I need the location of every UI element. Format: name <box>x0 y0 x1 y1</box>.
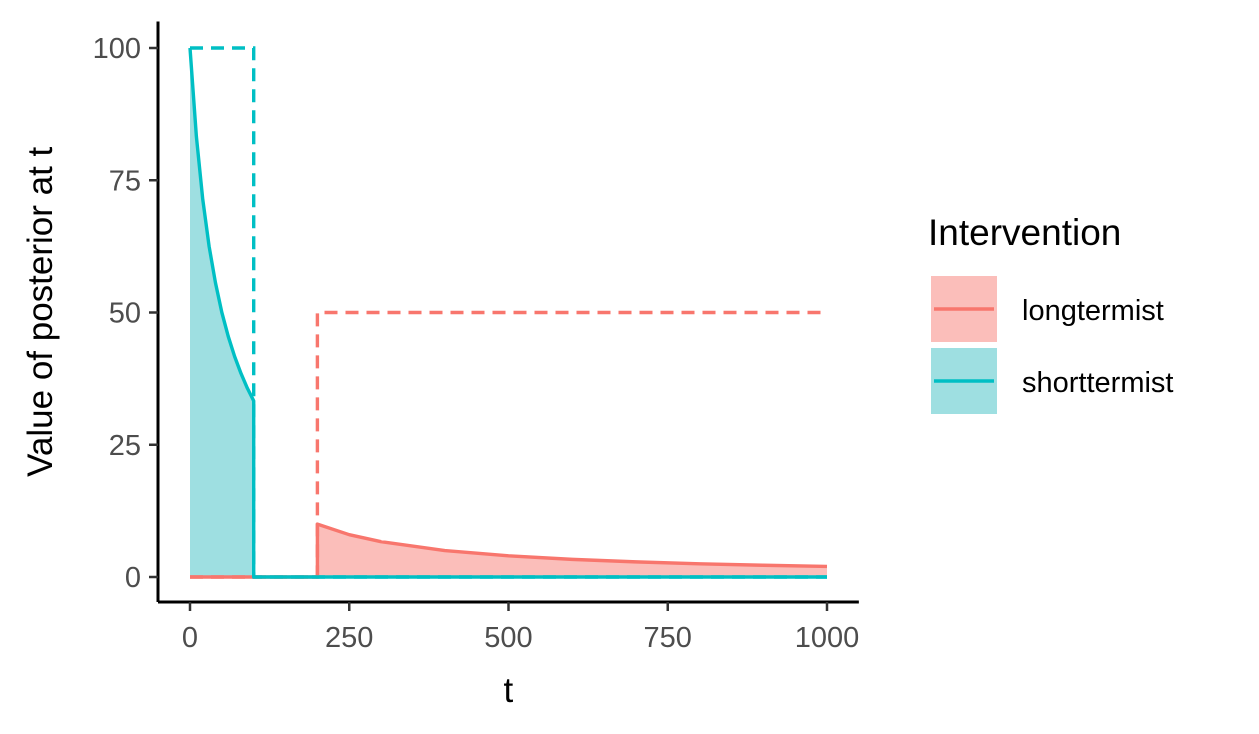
y-tick-label: 25 <box>109 430 141 462</box>
y-axis-title: Value of posterior at t <box>21 146 60 476</box>
x-axis: 0 250 500 750 1000 <box>158 600 860 654</box>
legend-label-shorttermist: shorttermist <box>1022 367 1173 399</box>
x-axis-title: t <box>504 671 514 710</box>
y-axis: 0 25 50 75 100 <box>93 21 160 602</box>
longtermist-prior-line <box>190 310 827 579</box>
x-tick-label: 500 <box>484 622 532 654</box>
y-tick-label: 100 <box>93 33 141 65</box>
legend-label-longtermist: longtermist <box>1022 295 1164 327</box>
y-tick-label: 0 <box>125 562 141 594</box>
shorttermist-prior-line <box>190 46 827 579</box>
x-tick-label: 0 <box>182 622 198 654</box>
x-tick-label: 1000 <box>795 622 860 654</box>
longtermist-posterior-line <box>190 522 828 579</box>
legend: Intervention longtermist shorttermist <box>928 212 1173 414</box>
shorttermist-posterior-line <box>188 47 827 579</box>
x-tick-label: 250 <box>325 622 373 654</box>
x-tick-label: 750 <box>644 622 692 654</box>
y-tick-label: 50 <box>109 298 141 330</box>
longtermist-area <box>190 524 827 577</box>
legend-title: Intervention <box>928 212 1121 253</box>
plot-area <box>188 46 828 579</box>
y-tick-label: 75 <box>109 165 141 197</box>
